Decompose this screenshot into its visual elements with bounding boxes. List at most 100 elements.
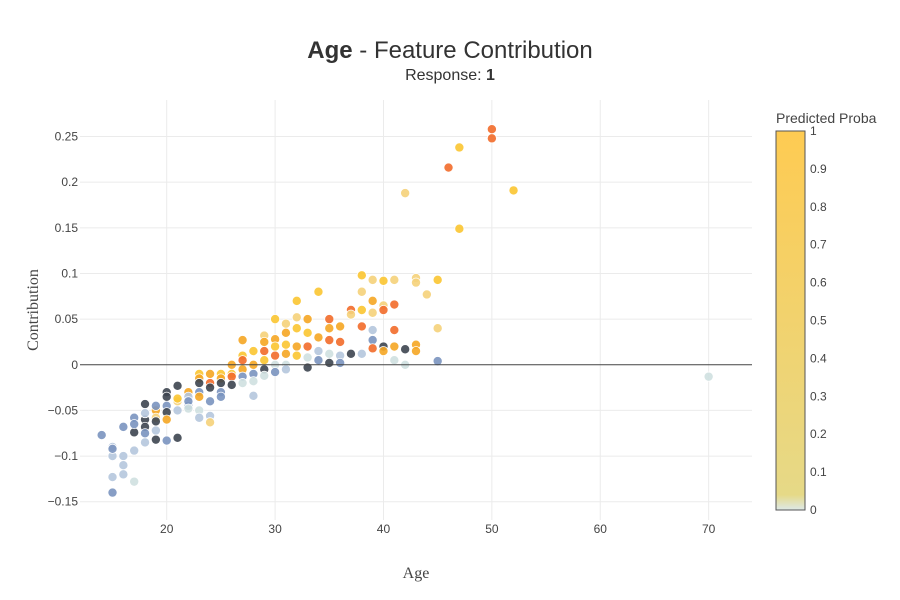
data-point[interactable] bbox=[215, 378, 226, 389]
data-point[interactable] bbox=[129, 445, 140, 456]
data-point[interactable] bbox=[410, 346, 421, 357]
data-point[interactable] bbox=[313, 332, 324, 343]
data-point[interactable] bbox=[345, 309, 356, 320]
data-point[interactable] bbox=[205, 417, 216, 428]
data-point[interactable] bbox=[367, 274, 378, 285]
data-point[interactable] bbox=[205, 368, 216, 379]
data-point[interactable] bbox=[205, 396, 216, 407]
data-point[interactable] bbox=[703, 371, 714, 382]
data-point[interactable] bbox=[400, 344, 411, 355]
data-point[interactable] bbox=[324, 357, 335, 368]
data-point[interactable] bbox=[356, 286, 367, 297]
data-point[interactable] bbox=[194, 378, 205, 389]
data-point[interactable] bbox=[161, 414, 172, 425]
data-point[interactable] bbox=[270, 341, 281, 352]
data-point[interactable] bbox=[140, 399, 151, 410]
data-point[interactable] bbox=[508, 185, 519, 196]
data-point[interactable] bbox=[443, 162, 454, 173]
data-point[interactable] bbox=[270, 314, 281, 325]
data-point[interactable] bbox=[280, 318, 291, 329]
data-point[interactable] bbox=[237, 378, 248, 389]
data-point[interactable] bbox=[107, 443, 118, 454]
data-point[interactable] bbox=[486, 124, 497, 135]
data-point[interactable] bbox=[389, 341, 400, 352]
data-point[interactable] bbox=[400, 188, 411, 199]
data-point[interactable] bbox=[183, 403, 194, 414]
data-point[interactable] bbox=[313, 346, 324, 357]
data-point[interactable] bbox=[150, 434, 161, 445]
data-point[interactable] bbox=[280, 327, 291, 338]
data-point[interactable] bbox=[226, 379, 237, 390]
data-point[interactable] bbox=[280, 348, 291, 359]
data-point[interactable] bbox=[118, 460, 129, 471]
data-point[interactable] bbox=[432, 323, 443, 334]
data-point[interactable] bbox=[302, 352, 313, 363]
data-point[interactable] bbox=[172, 380, 183, 391]
data-point[interactable] bbox=[454, 223, 465, 234]
data-point[interactable] bbox=[291, 341, 302, 352]
data-point[interactable] bbox=[140, 428, 151, 439]
data-point[interactable] bbox=[259, 370, 270, 381]
data-point[interactable] bbox=[367, 295, 378, 306]
data-point[interactable] bbox=[270, 350, 281, 361]
data-point[interactable] bbox=[345, 348, 356, 359]
data-point[interactable] bbox=[237, 355, 248, 366]
data-point[interactable] bbox=[118, 469, 129, 480]
data-point[interactable] bbox=[356, 348, 367, 359]
data-point[interactable] bbox=[248, 346, 259, 357]
data-point[interactable] bbox=[324, 348, 335, 359]
data-point[interactable] bbox=[454, 142, 465, 153]
data-point[interactable] bbox=[356, 304, 367, 315]
data-point[interactable] bbox=[248, 376, 259, 387]
data-point[interactable] bbox=[205, 382, 216, 393]
data-point[interactable] bbox=[367, 343, 378, 354]
data-point[interactable] bbox=[150, 400, 161, 411]
data-point[interactable] bbox=[302, 314, 313, 325]
data-point[interactable] bbox=[140, 437, 151, 448]
data-point[interactable] bbox=[302, 327, 313, 338]
data-point[interactable] bbox=[248, 390, 259, 401]
data-point[interactable] bbox=[172, 405, 183, 416]
data-point[interactable] bbox=[194, 412, 205, 423]
data-point[interactable] bbox=[259, 346, 270, 357]
data-point[interactable] bbox=[410, 277, 421, 288]
data-point[interactable] bbox=[324, 314, 335, 325]
data-point[interactable] bbox=[259, 355, 270, 366]
data-point[interactable] bbox=[432, 274, 443, 285]
data-point[interactable] bbox=[291, 350, 302, 361]
data-point[interactable] bbox=[378, 346, 389, 357]
data-point[interactable] bbox=[432, 356, 443, 367]
data-point[interactable] bbox=[389, 299, 400, 310]
data-point[interactable] bbox=[118, 421, 129, 432]
data-point[interactable] bbox=[324, 335, 335, 346]
data-point[interactable] bbox=[378, 275, 389, 286]
data-point[interactable] bbox=[270, 367, 281, 378]
data-point[interactable] bbox=[150, 416, 161, 427]
data-point[interactable] bbox=[421, 289, 432, 300]
data-point[interactable] bbox=[129, 476, 140, 487]
data-point[interactable] bbox=[118, 451, 129, 462]
data-point[interactable] bbox=[335, 321, 346, 332]
data-point[interactable] bbox=[129, 419, 140, 430]
data-point[interactable] bbox=[389, 274, 400, 285]
data-point[interactable] bbox=[172, 432, 183, 443]
data-point[interactable] bbox=[291, 295, 302, 306]
data-point[interactable] bbox=[280, 364, 291, 375]
data-point[interactable] bbox=[172, 393, 183, 404]
data-point[interactable] bbox=[313, 286, 324, 297]
data-point[interactable] bbox=[150, 425, 161, 436]
data-point[interactable] bbox=[486, 133, 497, 144]
data-point[interactable] bbox=[161, 435, 172, 446]
data-point[interactable] bbox=[335, 357, 346, 368]
data-point[interactable] bbox=[237, 335, 248, 346]
data-point[interactable] bbox=[378, 304, 389, 315]
data-point[interactable] bbox=[291, 323, 302, 334]
data-point[interactable] bbox=[367, 325, 378, 336]
data-point[interactable] bbox=[302, 341, 313, 352]
data-point[interactable] bbox=[259, 336, 270, 347]
data-point[interactable] bbox=[96, 430, 107, 441]
data-point[interactable] bbox=[215, 391, 226, 402]
data-point[interactable] bbox=[140, 408, 151, 419]
data-point[interactable] bbox=[313, 355, 324, 366]
data-point[interactable] bbox=[291, 312, 302, 323]
